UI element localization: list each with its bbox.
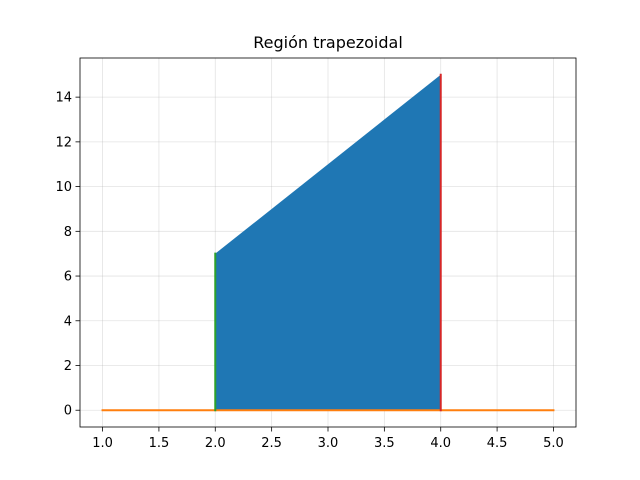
x-tick-label: 3.5 [374, 436, 395, 451]
x-tick-label: 5.0 [543, 436, 564, 451]
plot-data [101, 73, 555, 412]
x-tick-label: 1.0 [92, 436, 113, 451]
y-axis-ticks: 0 2 4 6 8 10 12 14 [55, 91, 80, 419]
x-tick-label: 4.0 [430, 436, 451, 451]
y-tick-label: 4 [64, 314, 72, 329]
x-tick-label: 2.0 [205, 436, 226, 451]
y-tick-label: 0 [64, 404, 72, 419]
y-tick-label: 14 [55, 91, 72, 106]
y-tick-label: 8 [64, 225, 72, 240]
x-tick-label: 2.5 [261, 436, 282, 451]
x-tick-label: 3.0 [318, 436, 339, 451]
chart-title: Región trapezoidal [253, 33, 403, 52]
x-axis-ticks: 1.0 1.5 2.0 2.5 3.0 3.5 4.0 4.5 5.0 [92, 427, 564, 451]
y-tick-label: 10 [55, 180, 72, 195]
y-tick-label: 6 [64, 270, 72, 285]
y-tick-label: 2 [64, 359, 72, 374]
x-tick-label: 1.5 [149, 436, 170, 451]
y-tick-label: 12 [55, 135, 72, 150]
trapezoid-region [215, 74, 441, 411]
x-tick-label: 4.5 [487, 436, 508, 451]
